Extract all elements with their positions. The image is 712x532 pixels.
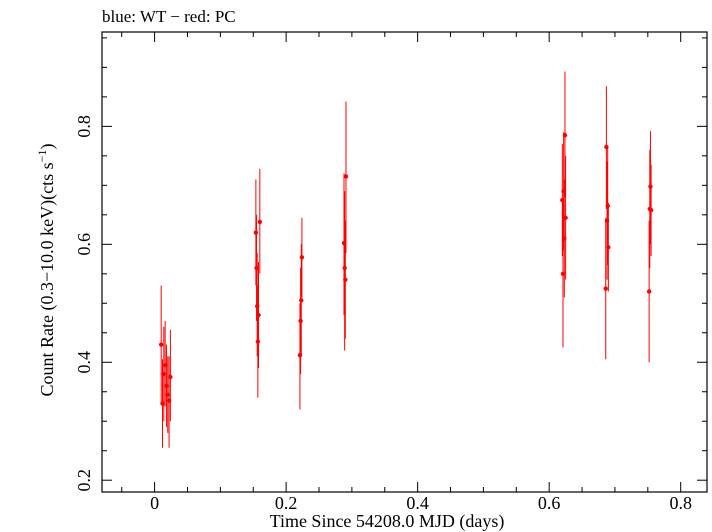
y-axis-label-exponent: −1	[35, 150, 49, 163]
x-tick-label: 0.6	[538, 493, 561, 513]
chart-title: blue: WT − red: PC	[102, 7, 236, 26]
data-point	[299, 298, 304, 303]
x-tick-label: 0.8	[669, 493, 692, 513]
y-axis-label-close: )	[37, 144, 58, 150]
x-axis-ticks: 0 0.2 0.4 0.6 0.8	[121, 32, 692, 513]
y-tick-label: 0.2	[74, 469, 94, 492]
data-point	[606, 245, 611, 250]
data-point	[648, 207, 654, 213]
data-point	[256, 312, 261, 318]
data-point	[299, 255, 305, 260]
y-tick-label: 0.6	[74, 233, 94, 256]
data-point	[646, 289, 652, 294]
data-point	[563, 215, 568, 220]
data-point	[343, 174, 349, 179]
data-point	[257, 219, 263, 225]
data-point	[255, 339, 261, 344]
data-point	[562, 133, 568, 138]
x-tick-label: 0.4	[406, 493, 429, 513]
data-point	[158, 342, 164, 347]
data-point	[343, 277, 348, 282]
y-axis-label: Count Rate (0.3−10.0 keV)(cts s−1)	[35, 144, 58, 397]
data-series	[158, 71, 654, 448]
y-axis-label-main: Count Rate (0.3−10.0 keV)(cts s	[37, 162, 58, 396]
data-point	[342, 265, 347, 271]
data-point	[605, 203, 610, 209]
data-point	[603, 286, 608, 291]
data-point	[168, 374, 173, 380]
x-axis-label: Time Since 54208.0 MJD (days)	[270, 511, 505, 532]
y-axis-ticks: 0.2 0.4 0.6 0.8	[74, 37, 707, 492]
data-point	[648, 184, 653, 189]
y-tick-label: 0.8	[74, 115, 94, 138]
y-tick-label: 0.4	[74, 351, 94, 374]
x-tick-label: 0.2	[275, 493, 298, 513]
x-tick-label: 0	[150, 493, 159, 513]
data-point	[298, 318, 303, 324]
plot-frame	[101, 31, 708, 493]
data-point	[253, 230, 259, 235]
